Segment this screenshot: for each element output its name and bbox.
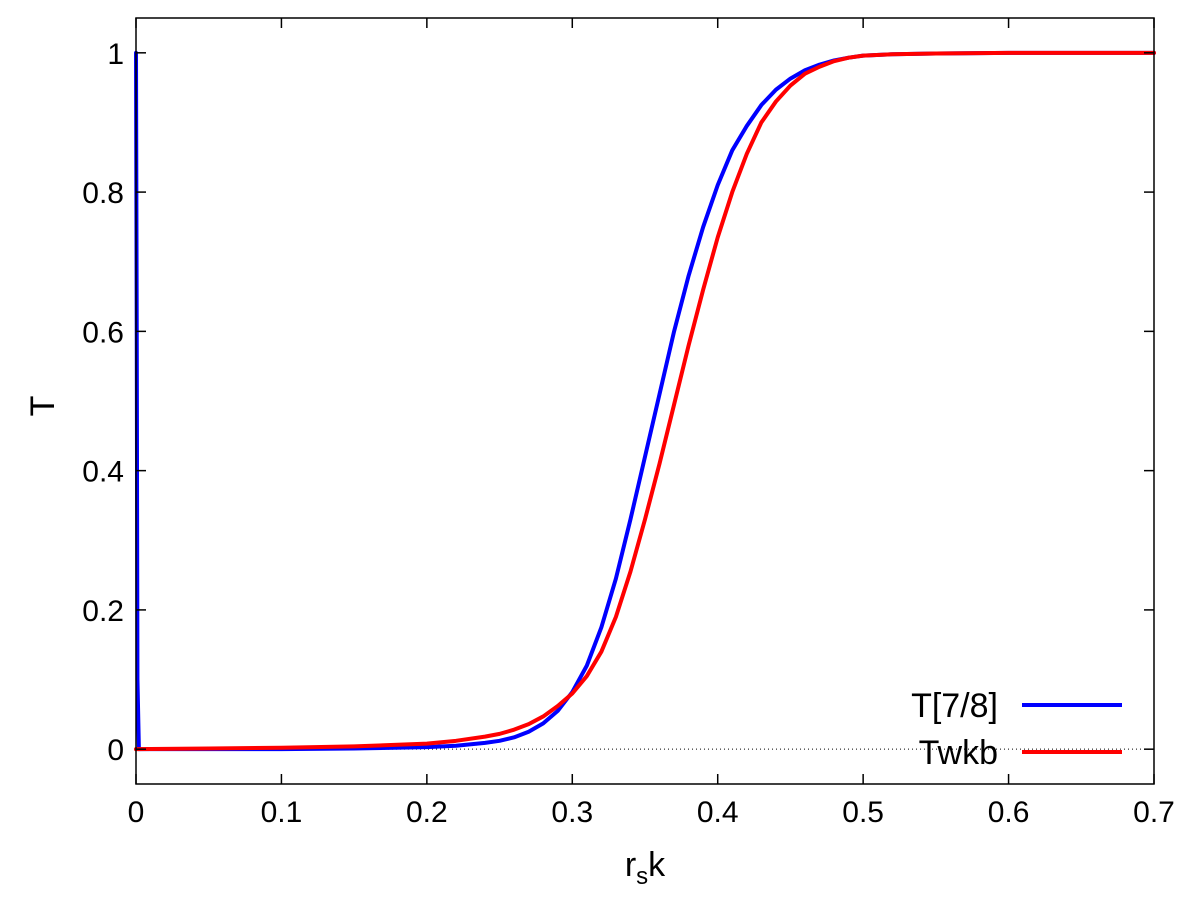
x-axis-label-subscript: s	[636, 863, 648, 890]
x-tick-label: 0.4	[697, 796, 739, 829]
x-tick-label: 0.2	[406, 796, 448, 829]
x-tick-label: 0.6	[988, 796, 1030, 829]
y-tick-label: 0	[107, 734, 124, 767]
y-axis-label: T	[24, 396, 62, 417]
series-layer	[134, 50, 1156, 752]
legend: T[7/8] Twkb	[911, 687, 1122, 772]
x-axis-label: rsk	[625, 846, 666, 890]
legend-label-twkb: Twkb	[919, 734, 998, 772]
tick-labels-layer: 0 0.1 0.2 0.3 0.4 0.5 0.6 0.7 0 0.2 0.4 0.6 0.8 1	[82, 38, 1175, 829]
x-tick-label: 0.3	[551, 796, 593, 829]
x-tick-label: 0.1	[261, 796, 303, 829]
series-line-twkb	[134, 50, 1156, 752]
x-tick-label: 0.7	[1133, 796, 1175, 829]
x-tick-label: 0	[128, 796, 145, 829]
y-tick-label: 1	[107, 38, 124, 71]
plot-frame	[135, 17, 1155, 785]
y-tick-label: 0.8	[82, 177, 124, 210]
legend-label-t78: T[7/8]	[911, 687, 998, 725]
y-tick-label: 0.6	[82, 316, 124, 349]
x-tick-label: 0.5	[842, 796, 884, 829]
y-tick-label: 0.2	[82, 595, 124, 628]
x-axis-label-tail: k	[648, 846, 666, 884]
y-tick-label: 0.4	[82, 456, 124, 489]
x-axis-label-main: r	[625, 846, 636, 884]
